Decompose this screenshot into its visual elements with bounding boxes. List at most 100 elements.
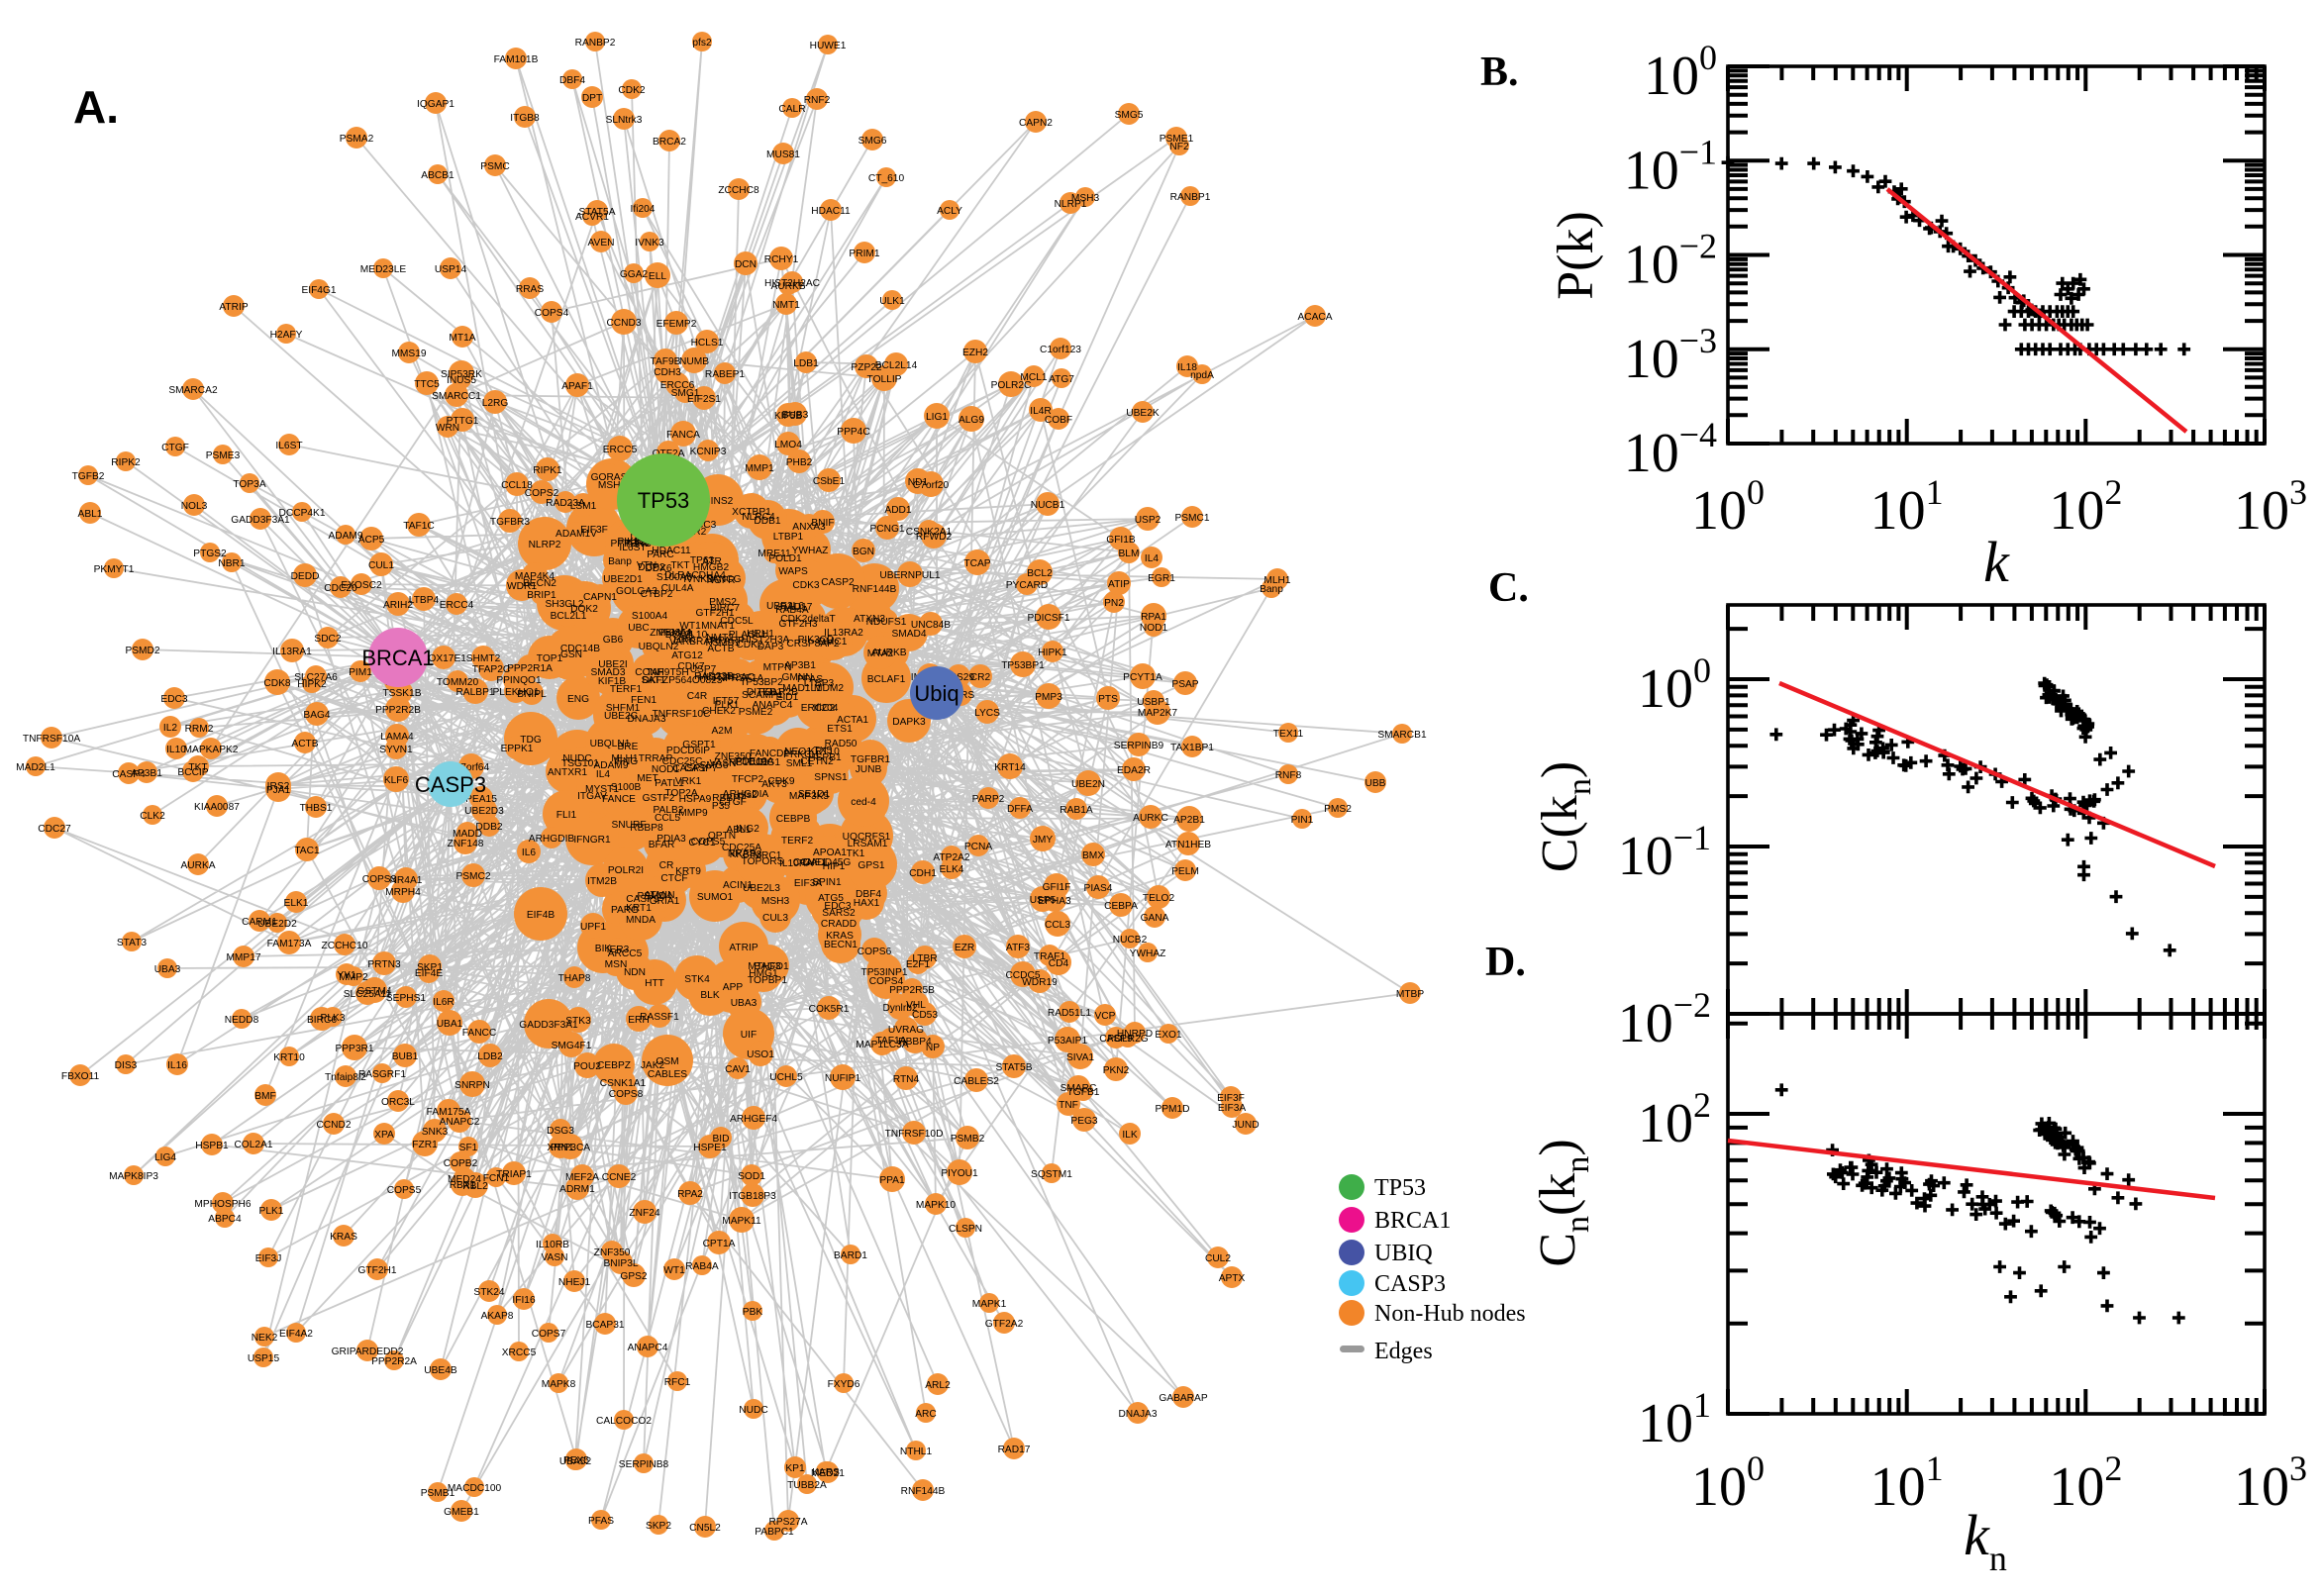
svg-text:TP53: TP53 [1374,1175,1426,1201]
svg-text:CALCOCO2: CALCOCO2 [596,1416,652,1427]
svg-text:NP: NP [926,1043,940,1053]
svg-text:EIF4G1: EIF4G1 [301,285,336,296]
svg-text:BFAR: BFAR [649,840,675,850]
svg-text:PLK1: PLK1 [715,700,740,711]
svg-text:YY1: YY1 [337,970,356,981]
svg-text:ATG12: ATG12 [671,650,703,661]
svg-text:MSH2: MSH2 [598,480,627,491]
svg-text:FXYD6: FXYD6 [828,1379,860,1390]
svg-text:ELK1: ELK1 [284,898,309,909]
svg-text:BAG4: BAG4 [303,710,331,721]
svg-text:POLR2I: POLR2I [608,865,644,876]
svg-text:TDG: TDG [520,735,542,746]
svg-text:SMAD3: SMAD3 [590,667,625,678]
svg-text:NDUFS1: NDUFS1 [866,617,907,628]
svg-text:MRE11: MRE11 [758,549,791,559]
svg-text:PPP2R2B: PPP2R2B [375,705,421,716]
svg-text:PMS2: PMS2 [709,597,737,608]
svg-text:EXO1: EXO1 [1155,1030,1182,1041]
svg-text:ITGB18P3: ITGB18P3 [729,1191,776,1202]
svg-text:HTT: HTT [645,978,664,989]
svg-text:TRRAP: TRRAP [639,753,673,764]
svg-text:TOP2A: TOP2A [664,788,697,799]
svg-text:ZNF350: ZNF350 [594,1247,631,1258]
svg-text:npdA: npdA [1190,370,1214,381]
svg-text:HIP1: HIP1 [823,861,846,872]
svg-text:PSME2: PSME2 [739,707,773,718]
svg-text:RNF2: RNF2 [804,95,831,106]
svg-text:CSNK1A1: CSNK1A1 [600,1078,647,1089]
svg-text:DNAJA3: DNAJA3 [1118,1409,1157,1420]
svg-text:COPS4: COPS4 [535,308,569,319]
svg-text:CPT1A: CPT1A [703,1239,736,1249]
svg-text:10−3: 10−3 [1624,321,1717,390]
svg-text:COPS3: COPS3 [362,874,397,885]
svg-text:TFCP2: TFCP2 [732,774,764,785]
svg-text:UBA52: UBA52 [559,1456,592,1467]
svg-text:SMG6: SMG6 [858,136,887,147]
svg-text:PSMA2: PSMA2 [340,134,374,145]
svg-text:GFI1F: GFI1F [1043,882,1071,893]
svg-text:TP53BP1: TP53BP1 [1001,660,1045,671]
svg-text:CAV1: CAV1 [725,1064,751,1075]
svg-text:KRAS: KRAS [826,931,854,942]
svg-text:DLRACDHA4: DLRACDHA4 [664,570,726,581]
svg-text:NLRC4: NLRC4 [742,512,775,523]
svg-text:KRT9: KRT9 [675,866,701,877]
svg-text:TGFB2: TGFB2 [72,471,105,482]
svg-text:THBS1: THBS1 [300,803,333,814]
svg-text:PEX5: PEX5 [563,1455,589,1466]
svg-text:DOK2: DOK2 [570,604,598,615]
svg-text:SMG5: SMG5 [1115,110,1144,121]
svg-text:Ifi204: Ifi204 [631,204,656,215]
svg-text:KKBP8: KKBP8 [730,849,762,860]
svg-text:VTN: VTN [637,560,656,571]
svg-text:SNK3: SNK3 [422,1127,449,1138]
svg-text:CAPN2: CAPN2 [1019,118,1053,129]
svg-text:TNF: TNF [1059,1100,1078,1111]
svg-text:ANXA3: ANXA3 [792,522,826,533]
svg-text:LTBP1: LTBP1 [773,532,804,543]
svg-text:ARHGDIB: ARHGDIB [529,834,575,845]
svg-text:PALB2: PALB2 [654,805,684,816]
svg-text:UQCRFS1: UQCRFS1 [843,832,891,843]
svg-text:Banp: Banp [608,556,632,567]
svg-text:RCHY1: RCHY1 [764,254,799,265]
svg-text:ZCCHC10: ZCCHC10 [322,941,368,951]
svg-text:EIF3A: EIF3A [1218,1103,1247,1114]
svg-text:SOD1: SOD1 [738,1171,765,1182]
svg-text:MED23LE: MED23LE [360,264,407,275]
svg-text:APOA1: APOA1 [813,848,847,858]
svg-text:ERH: ERH [628,1015,650,1026]
svg-text:RBBP4: RBBP4 [898,1037,932,1047]
svg-text:YWHAZ: YWHAZ [1130,948,1166,959]
svg-text:CASP9: CASP9 [1099,1034,1133,1045]
svg-text:HIST2H3A: HIST2H3A [742,635,790,646]
svg-text:CUL4A: CUL4A [661,583,694,594]
svg-text:PTTG1: PTTG1 [447,416,479,427]
svg-text:BNIF: BNIF [811,518,834,529]
svg-text:ABL1: ABL1 [727,825,752,836]
svg-text:HIST2H2AC: HIST2H2AC [764,278,820,289]
svg-text:LSM1: LSM1 [570,501,597,512]
svg-text:UBE2I: UBE2I [598,659,627,670]
svg-text:CARM1: CARM1 [242,917,277,928]
svg-text:IL13RA2: IL13RA2 [824,628,863,639]
svg-text:SF1: SF1 [459,1143,478,1153]
svg-text:PPP2R2A: PPP2R2A [371,1356,417,1367]
svg-text:BUB1: BUB1 [392,1051,419,1062]
svg-text:CASP4: CASP4 [112,769,146,780]
svg-text:RABEP1: RABEP1 [705,369,746,380]
svg-text:PSMB2: PSMB2 [951,1134,985,1145]
svg-text:ADRM1: ADRM1 [559,1184,595,1195]
svg-text:UIF: UIF [741,1030,757,1041]
svg-text:UPF1: UPF1 [580,922,606,933]
svg-text:SAT1: SAT1 [642,675,666,686]
svg-text:FANCE: FANCE [602,794,636,805]
svg-text:PPP3CA: PPP3CA [551,1143,590,1153]
svg-text:IL16: IL16 [167,1060,187,1071]
svg-text:IRS2: IRS2 [267,781,290,792]
svg-text:WDR19: WDR19 [1022,977,1058,988]
svg-text:BLM: BLM [1119,549,1140,559]
svg-text:IL4: IL4 [1145,553,1159,564]
